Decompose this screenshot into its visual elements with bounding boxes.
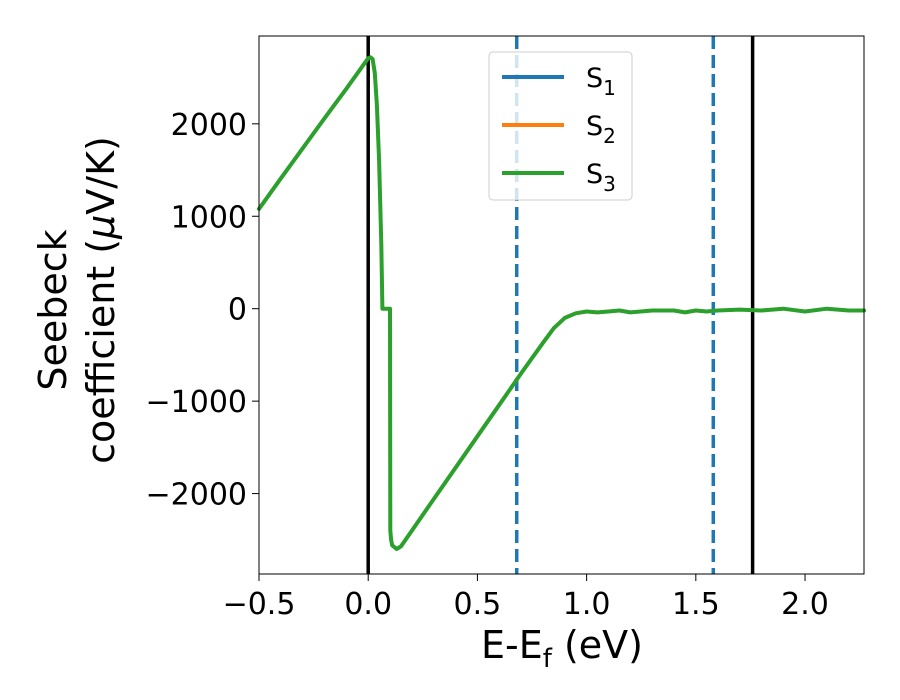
series-lines: [257, 55, 866, 551]
x-tick-label: 2.0: [781, 587, 829, 622]
x-axis-ticks: −0.5 0.0 0.5 1.0 1.5 2.0: [223, 574, 829, 622]
x-tick-label: 0.5: [454, 587, 502, 622]
y-axis-label-line1: Seebeck: [31, 229, 75, 390]
y-axis-ticks: −2000 −1000 0 1000 2000: [146, 108, 259, 513]
y-tick-label: 0: [228, 293, 247, 328]
x-tick-label: 1.5: [672, 587, 720, 622]
y-tick-label: 2000: [171, 108, 247, 143]
y-tick-label: −2000: [146, 478, 247, 513]
plot-frame: [258, 35, 865, 575]
y-tick-label: −1000: [146, 385, 247, 420]
y-tick-label: 1000: [171, 200, 247, 235]
legend-label-1: S1: [586, 63, 616, 100]
x-tick-label: −0.5: [223, 587, 296, 622]
legend-label-3: S3: [586, 159, 616, 196]
legend-label-2: S2: [586, 111, 616, 148]
x-axis-label: E-Ef (eV): [481, 623, 643, 674]
x-tick-label: 0.0: [344, 587, 392, 622]
series-line-3: [257, 55, 866, 551]
y-axis-label-line2: coefficient (μV/K): [79, 136, 123, 464]
vertical-reference-lines: [366, 36, 755, 574]
legend: S1 S2 S3: [488, 51, 633, 201]
x-tick-label: 1.0: [563, 587, 611, 622]
